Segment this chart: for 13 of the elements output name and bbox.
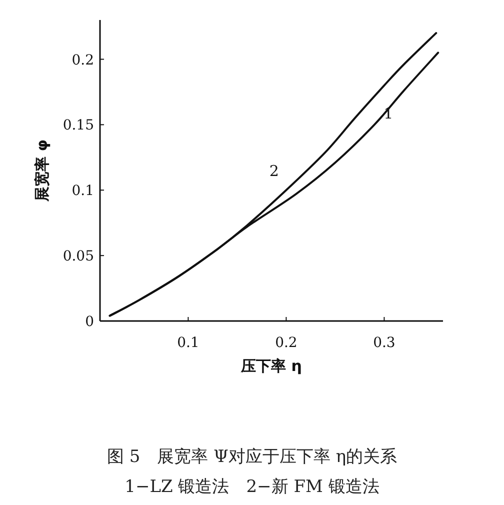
y-tick-label: 0 <box>85 314 94 330</box>
y-axis-title: 展宽率 φ <box>33 140 51 202</box>
y-tick-label: 0.1 <box>72 183 94 200</box>
caption: 图 5 展宽率 Ψ对应于压下率 η的关系 <box>106 447 398 467</box>
y-tick-label: 0.15 <box>62 118 94 134</box>
y-tick-label: 0.05 <box>62 248 94 265</box>
text: 1−LZ 锻造法 2−新 FM 锻造法 <box>124 477 380 497</box>
x-tick-label: 0.1 <box>177 335 200 351</box>
x-tick-label: 0.2 <box>275 335 298 351</box>
series-label: 2 <box>269 162 279 180</box>
x-tick-label: 0.3 <box>373 335 396 351</box>
x-axis-title: 压下率 η <box>240 357 302 375</box>
y-tick-label: 0.2 <box>72 52 94 68</box>
